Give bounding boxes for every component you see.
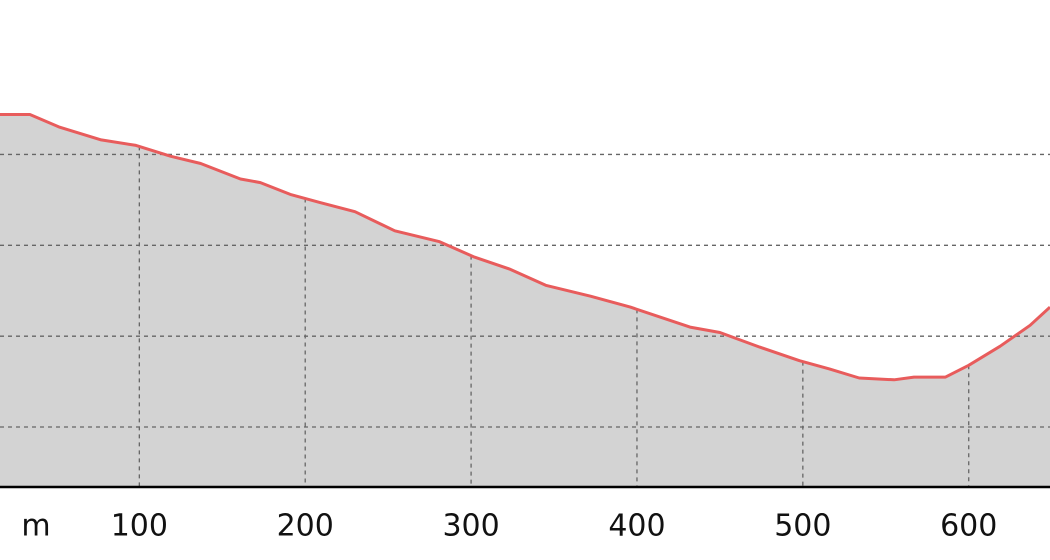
x-tick-label: 400	[608, 509, 665, 544]
x-tick-label: 300	[442, 509, 499, 544]
x-tick-label: 100	[111, 509, 168, 544]
x-tick-label: 500	[774, 509, 831, 544]
x-tick-label: 200	[277, 509, 334, 544]
area-fill	[0, 114, 1050, 487]
x-axis-unit: m	[21, 509, 50, 544]
x-tick-label: 600	[940, 509, 997, 544]
elevation-line	[0, 113, 1050, 382]
